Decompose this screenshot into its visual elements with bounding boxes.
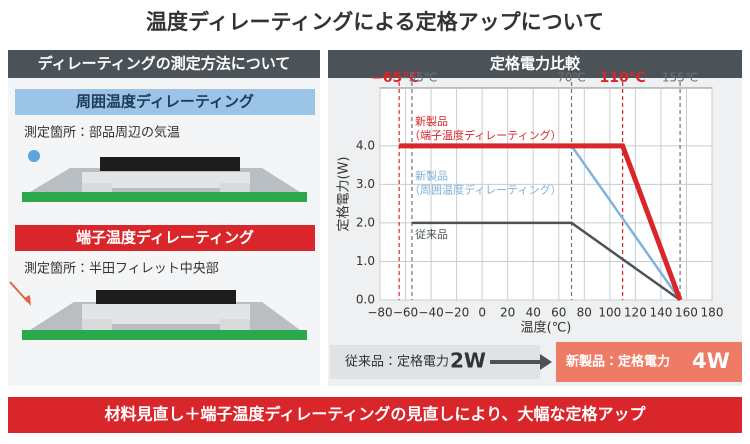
- x-tick-label: −40: [418, 306, 443, 320]
- series-label: 従来品: [415, 228, 448, 241]
- x-tick-label: 160: [675, 306, 698, 320]
- x-axis-label: 温度(℃): [521, 320, 572, 336]
- measure-dot: [28, 150, 40, 162]
- y-tick-label: 0.0: [356, 293, 375, 307]
- y-tick-label: 3.0: [356, 177, 375, 191]
- terminal-bar: [15, 225, 315, 251]
- y-tick-label: 1.0: [356, 254, 375, 268]
- left-title: ディレーティングの測定方法について: [38, 55, 291, 73]
- old-value: 2W: [450, 349, 486, 373]
- series-label: 新製品: [415, 169, 448, 183]
- reference-label: −55℃: [399, 71, 438, 85]
- ambient-point: 測定箇所：部品周辺の気温: [24, 125, 180, 141]
- series-sublabel: （周囲温度ディレーティング）: [409, 183, 562, 197]
- component-diagram: [22, 290, 307, 340]
- footer-bar: [8, 397, 742, 433]
- x-tick-label: −60: [393, 306, 418, 320]
- footer-text: 材料見直し＋端子温度ディレーティングの見直しにより、大幅な定格アップ: [105, 405, 647, 424]
- x-tick-label: 60: [551, 306, 566, 320]
- y-tick-label: 4.0: [356, 138, 375, 152]
- x-tick-label: 120: [624, 306, 647, 320]
- new-value: 4W: [692, 349, 730, 373]
- y-tick-label: 2.0: [356, 215, 375, 229]
- x-tick-label: −20: [444, 306, 469, 320]
- reference-label: 155℃: [662, 71, 698, 85]
- new-box: [556, 342, 742, 382]
- old-label: 従来品：定格電力: [345, 354, 449, 370]
- x-tick-label: 0: [478, 306, 486, 320]
- x-tick-label: 140: [649, 306, 672, 320]
- x-tick-label: 80: [577, 306, 592, 320]
- component-diagram: [22, 157, 307, 202]
- series-sublabel: （端子温度ディレーティング）: [409, 128, 562, 142]
- x-tick-label: 20: [500, 306, 515, 320]
- arrow-head: [24, 295, 31, 306]
- right-header: [328, 50, 742, 78]
- terminal-point: 測定箇所：半田フィレット中央部: [24, 261, 219, 277]
- chart: −80 −60 −40 −20 0 20 40 60 80 100 120 140 160 180 0.0 1…: [336, 70, 724, 336]
- series-line: [399, 143, 683, 301]
- reference-label: 110℃: [600, 70, 646, 86]
- y-axis-label: 定格電力(W): [336, 157, 352, 232]
- reference-label: −65℃: [371, 70, 419, 86]
- right-title: 定格電力比較: [490, 55, 581, 73]
- ambient-bar: [15, 89, 315, 115]
- reference-label: 70℃: [557, 71, 586, 85]
- page-title: 温度ディレーティングによる定格アップについて: [146, 10, 604, 34]
- new-label: 新製品：定格電力: [565, 354, 670, 370]
- x-tick-label: 40: [526, 306, 541, 320]
- terminal-title: 端子温度ディレーティング: [76, 229, 254, 247]
- series-label: 新製品: [415, 114, 448, 128]
- arrow: [490, 354, 552, 370]
- x-tick-label: 100: [598, 306, 621, 320]
- ambient-title: 周囲温度ディレーティング: [76, 93, 254, 111]
- x-tick-label: −80: [367, 306, 392, 320]
- left-header: [8, 50, 320, 78]
- series-line: [411, 221, 681, 302]
- x-tick-label: 180: [701, 306, 724, 320]
